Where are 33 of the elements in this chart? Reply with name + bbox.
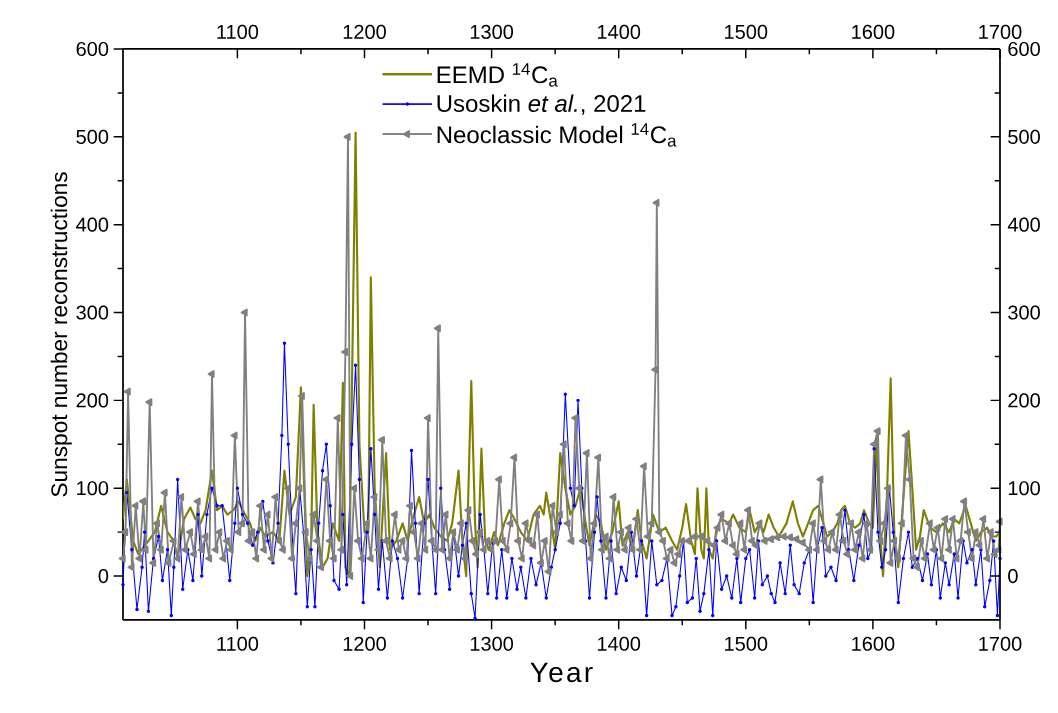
x-tick-label: 1200: [343, 636, 386, 651]
x-tick-label: 1400: [597, 636, 641, 651]
x2-tick-label: 1400: [597, 24, 641, 39]
y-tick-label: 0: [98, 568, 109, 584]
x-axis-title: Year: [530, 662, 593, 683]
y2-tick-label: 600: [1008, 41, 1040, 57]
y-tick-label: 300: [76, 305, 109, 320]
y2-tick-label: 0: [1008, 568, 1018, 584]
legend-label: Neoclassic Model $^{14}$C$_{a}$: [437, 123, 677, 147]
y-tick-label: 100: [77, 481, 109, 496]
y-tick-label: 400: [76, 217, 109, 232]
x-tick-label: 1700: [979, 636, 1022, 651]
x2-tick-label: 1100: [217, 24, 259, 39]
x-tick-label: 1100: [217, 636, 259, 651]
x2-tick-label: 1500: [725, 24, 768, 39]
y2-tick-label: 400: [1007, 217, 1040, 232]
y2-tick-label: 500: [1008, 129, 1040, 144]
y2-tick-label: 200: [1008, 393, 1040, 408]
x-tick-label: 1600: [852, 636, 895, 651]
y-tick-label: 600: [76, 41, 109, 57]
y-axis-title: Sunspot number reconstructions: [50, 172, 72, 497]
x2-tick-label: 1200: [343, 24, 386, 39]
y-tick-label: 500: [76, 129, 109, 144]
y-tick-label: 200: [76, 393, 109, 408]
x2-tick-label: 1600: [852, 24, 895, 39]
legend-label: Usoskin et al., 2021: [437, 94, 646, 115]
x-tick-label: 1300: [470, 636, 514, 651]
y2-tick-label: 300: [1008, 305, 1040, 320]
x-tick-label: 1500: [725, 636, 768, 651]
x2-tick-label: 1700: [979, 24, 1022, 39]
y2-tick-label: 100: [1008, 481, 1040, 496]
legend-label: EEMD $^{14}$C$_{a}$: [437, 63, 558, 87]
x2-tick-label: 1300: [470, 24, 514, 39]
